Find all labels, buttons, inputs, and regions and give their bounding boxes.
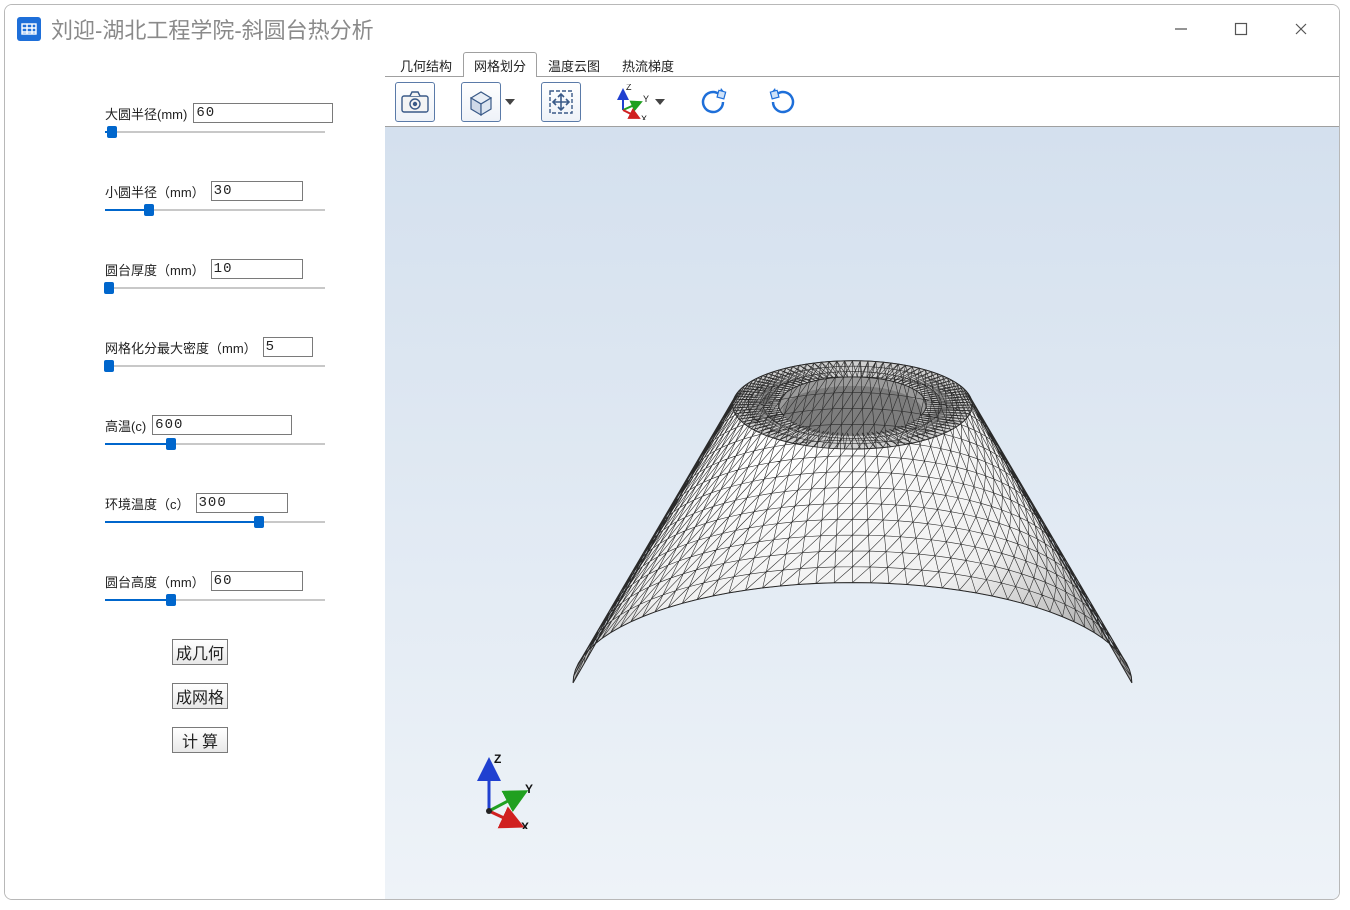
tab[interactable]: 网格划分	[463, 52, 537, 77]
param-input[interactable]	[263, 337, 313, 357]
param-group: 圆台厚度（mm）	[105, 259, 325, 295]
chevron-down-icon[interactable]	[655, 99, 665, 105]
param-input[interactable]	[211, 571, 303, 591]
param-label: 网格化分最大密度（mm）	[105, 338, 257, 357]
param-group: 小圆半径（mm）	[105, 181, 325, 217]
param-label: 小圆半径（mm）	[105, 182, 205, 201]
svg-text:X: X	[521, 820, 529, 829]
minimize-button[interactable]	[1151, 9, 1211, 49]
app-icon	[17, 17, 41, 41]
param-label: 圆台高度（mm）	[105, 572, 205, 591]
action-button[interactable]: 成几何	[172, 639, 228, 665]
param-slider[interactable]	[105, 515, 325, 529]
viewport-toolbar: Z Y X	[385, 77, 1339, 127]
fit-view-button[interactable]	[541, 82, 581, 122]
action-button[interactable]: 成网格	[172, 683, 228, 709]
viewport-3d[interactable]: Z Y X	[385, 127, 1339, 899]
param-group: 圆台高度（mm）	[105, 571, 325, 607]
param-input[interactable]	[211, 181, 303, 201]
param-slider[interactable]	[105, 125, 325, 139]
sidebar: 大圆半径(mm) 小圆半径（mm） 圆台厚度（mm） 网格化分最大密度（mm） 高温(c…	[5, 53, 385, 899]
svg-text:Y: Y	[643, 94, 649, 104]
tab[interactable]: 热流梯度	[611, 52, 685, 77]
svg-text:Z: Z	[494, 752, 501, 766]
action-button[interactable]: 计 算	[172, 727, 228, 753]
param-slider[interactable]	[105, 203, 325, 217]
param-input[interactable]	[193, 103, 333, 123]
view-cube-group	[461, 82, 515, 122]
param-group: 网格化分最大密度（mm）	[105, 337, 325, 373]
view-cube-button[interactable]	[461, 82, 501, 122]
param-label: 大圆半径(mm)	[105, 104, 187, 123]
param-input[interactable]	[211, 259, 303, 279]
screenshot-button[interactable]	[395, 82, 435, 122]
titlebar: 刘迎-湖北工程学院-斜圆台热分析	[5, 5, 1339, 53]
param-slider[interactable]	[105, 437, 325, 451]
axes-indicator-button[interactable]: Z Y X	[607, 82, 651, 122]
param-input[interactable]	[152, 415, 292, 435]
axes-tool-group: Z Y X	[607, 82, 665, 122]
param-label: 高温(c)	[105, 416, 146, 435]
tab-strip: 几何结构网格划分温度云图热流梯度	[385, 53, 1339, 77]
svg-text:Z: Z	[626, 84, 632, 92]
param-slider[interactable]	[105, 593, 325, 607]
tab[interactable]: 温度云图	[537, 52, 611, 77]
param-slider[interactable]	[105, 359, 325, 373]
app-window: 刘迎-湖北工程学院-斜圆台热分析 大圆半径(mm) 小圆半径（mm） 圆台厚度（mm…	[4, 4, 1340, 900]
window-title: 刘迎-湖北工程学院-斜圆台热分析	[51, 13, 1151, 45]
param-slider[interactable]	[105, 281, 325, 295]
param-group: 环境温度（c）	[105, 493, 325, 529]
rotate-cw-button[interactable]	[761, 82, 805, 122]
param-label: 圆台厚度（mm）	[105, 260, 205, 279]
rotate-ccw-button[interactable]	[691, 82, 735, 122]
close-button[interactable]	[1271, 9, 1331, 49]
maximize-button[interactable]	[1211, 9, 1271, 49]
param-input[interactable]	[196, 493, 288, 513]
tab[interactable]: 几何结构	[389, 52, 463, 77]
main-panel: 几何结构网格划分温度云图热流梯度	[385, 53, 1339, 899]
window-controls	[1151, 9, 1331, 49]
svg-text:Y: Y	[525, 782, 533, 796]
chevron-down-icon[interactable]	[505, 99, 515, 105]
svg-text:X: X	[641, 114, 647, 120]
axis-triad: Z Y X	[465, 749, 545, 829]
param-group: 高温(c)	[105, 415, 325, 451]
content-area: 大圆半径(mm) 小圆半径（mm） 圆台厚度（mm） 网格化分最大密度（mm） 高温(c…	[5, 53, 1339, 899]
param-label: 环境温度（c）	[105, 494, 190, 513]
param-group: 大圆半径(mm)	[105, 103, 325, 139]
